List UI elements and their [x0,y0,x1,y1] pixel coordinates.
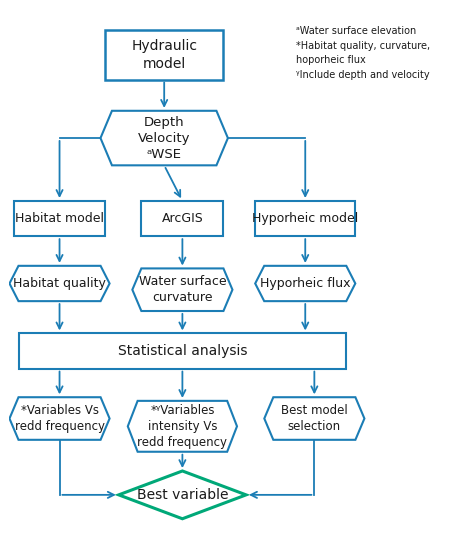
Text: Statistical analysis: Statistical analysis [118,344,247,358]
Bar [18,333,346,368]
Text: Water surface
curvature: Water surface curvature [138,275,226,304]
Text: *Variables Vs
redd frequency: *Variables Vs redd frequency [15,404,105,433]
Polygon shape [264,397,365,440]
Text: Hyporheic flux: Hyporheic flux [260,277,350,290]
Text: ArcGIS: ArcGIS [162,212,203,225]
Bar [14,201,105,236]
Text: Best model
selection: Best model selection [281,404,348,433]
Bar [105,30,223,80]
Text: Best variable: Best variable [137,488,228,502]
Bar [141,201,223,236]
Text: Hydraulic
model: Hydraulic model [131,39,197,71]
Text: ᵃWater surface elevation
*Habitat quality, curvature,
hoporheic flux
ᵞInclude de: ᵃWater surface elevation *Habitat qualit… [296,27,430,80]
Polygon shape [9,397,109,440]
Polygon shape [255,266,356,301]
Text: Habitat model: Habitat model [15,212,104,225]
Polygon shape [100,111,228,166]
Text: Hyporheic model: Hyporheic model [252,212,358,225]
Text: *ᵞVariables
intensity Vs
redd frequency: *ᵞVariables intensity Vs redd frequency [137,404,228,449]
Text: Depth
Velocity
ᵃWSE: Depth Velocity ᵃWSE [138,116,191,161]
Text: Habitat quality: Habitat quality [13,277,106,290]
Polygon shape [128,401,237,452]
Bar [255,201,356,236]
Polygon shape [9,266,109,301]
Polygon shape [132,268,232,311]
Polygon shape [118,471,246,519]
